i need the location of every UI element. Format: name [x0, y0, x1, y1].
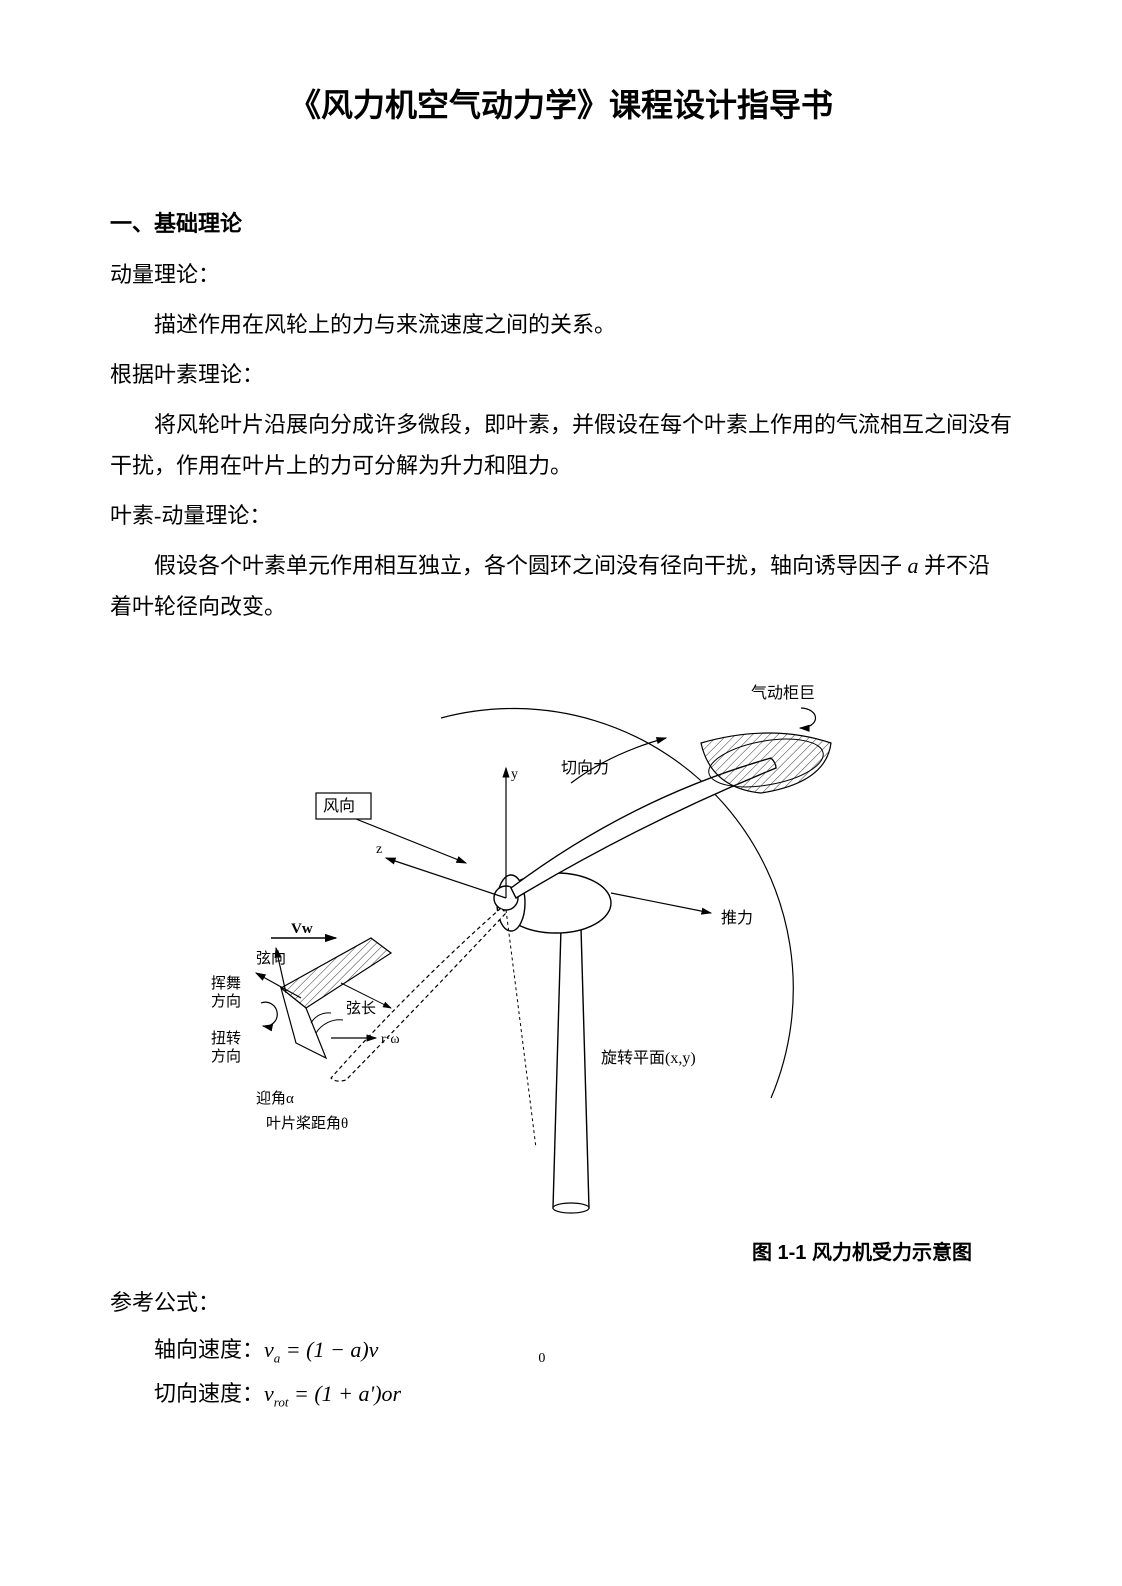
- body-text-blade-element: 将风轮叶片沿展向分成许多微段，即叶素，并假设在每个叶素上作用的气流相互之间没有干…: [110, 405, 1012, 486]
- body-text-bem: 假设各个叶素单元作用相互独立，各个圆环之间没有径向干扰，轴向诱导因子 a 并不沿…: [110, 546, 1012, 627]
- formula-axial: 轴向速度：va = (1 − a)v0: [110, 1329, 1012, 1373]
- label-vw: Vw: [291, 921, 313, 937]
- label-twist-dir-1: 扭转: [211, 1030, 241, 1047]
- label-wind-dir: 风向: [323, 797, 355, 815]
- subheading-bem: 叶素-动量理论：: [110, 497, 1012, 534]
- label-aoa: 迎角α: [256, 1090, 294, 1107]
- label-aero-torque: 气动柜巨: [751, 684, 815, 702]
- tang-eq: = (1 +: [288, 1381, 358, 1406]
- label-rotation-plane: 旋转平面(x,y): [601, 1049, 696, 1067]
- body-text-momentum: 描述作用在风轮上的力与来流速度之间的关系。: [110, 305, 1012, 346]
- subheading-momentum: 动量理论：: [110, 256, 1012, 293]
- label-rw: r·ω: [381, 1032, 400, 1047]
- tang-label: 切向速度：: [154, 1381, 264, 1406]
- label-thrust: 推力: [721, 909, 753, 927]
- figure-container: y z Vw r·ω: [110, 648, 1012, 1265]
- label-pitch: 叶片桨距角θ: [266, 1115, 348, 1132]
- axial-zero: 0: [538, 1346, 545, 1373]
- subheading-blade-element: 根据叶素理论：: [110, 356, 1012, 393]
- label-flap-dir-1: 挥舞: [211, 975, 241, 992]
- label-flap-dir-2: 方向: [211, 993, 241, 1010]
- formula-heading: 参考公式：: [110, 1285, 1012, 1317]
- label-chord-len: 弦长: [346, 1000, 376, 1017]
- axial-v: v: [264, 1337, 274, 1362]
- axial-var: a)v: [350, 1337, 378, 1362]
- label-twist-dir-2: 方向: [211, 1048, 241, 1065]
- axial-eq: = (1 −: [280, 1337, 350, 1362]
- figure-caption: 图 1-1 风力机受力示意图: [110, 1236, 1012, 1265]
- axis-y-label: y: [511, 767, 518, 782]
- page-title: 《风力机空气动力学》课程设计指导书: [110, 80, 1012, 126]
- axial-label: 轴向速度：: [154, 1337, 264, 1362]
- formula-tangential: 切向速度：vrot = (1 + a')οr: [110, 1373, 1012, 1415]
- wind-turbine-diagram: y z Vw r·ω: [211, 648, 911, 1228]
- label-tangential: 切向力: [561, 759, 609, 777]
- section-heading: 一、基础理论: [110, 206, 1012, 238]
- axis-z-label: z: [376, 842, 382, 857]
- tang-v: v: [264, 1381, 274, 1406]
- tang-sub: rot: [274, 1394, 289, 1409]
- label-chord-dir: 弦向: [256, 950, 286, 967]
- bem-text-before: 假设各个叶素单元作用相互独立，各个圆环之间没有径向干扰，轴向诱导因子: [154, 553, 908, 578]
- tang-var: a')οr: [359, 1381, 402, 1406]
- bem-var-a: a: [908, 553, 919, 578]
